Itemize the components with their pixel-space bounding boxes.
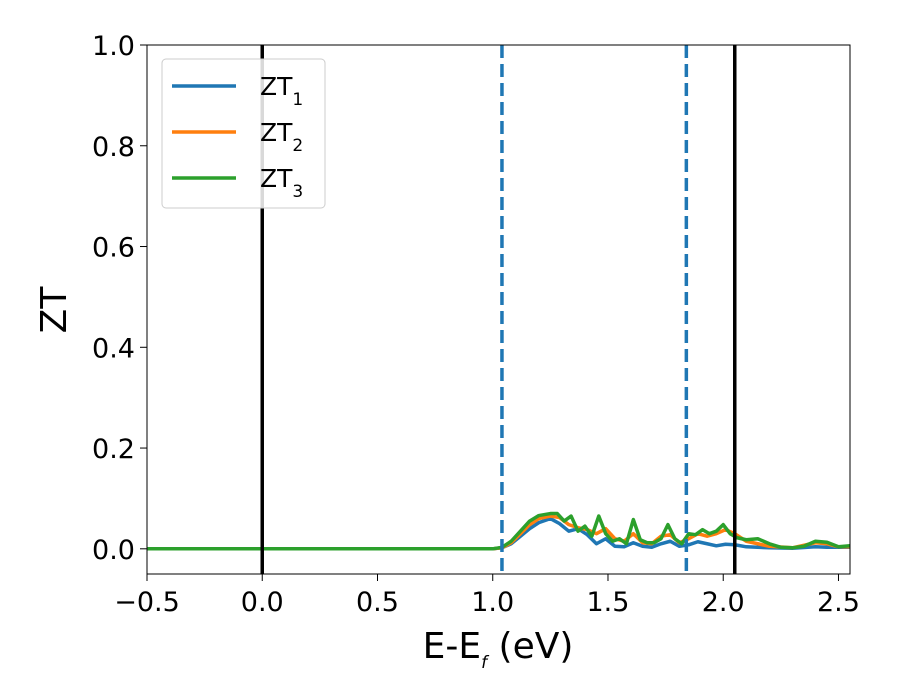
- y-axis-label: ZT: [34, 286, 75, 334]
- x-axis-label-main: E-E: [423, 626, 481, 667]
- series-line-zt2: [147, 514, 850, 551]
- x-axis-label: E-Ef (eV): [423, 626, 574, 673]
- y-tick-label: 0.4: [92, 333, 135, 364]
- x-tick-label: 0.5: [356, 587, 399, 618]
- x-tick-label: 2.0: [702, 587, 745, 618]
- legend-label-zt2: ZT2: [260, 118, 303, 156]
- y-tick-label: 0.0: [92, 535, 135, 566]
- x-tick-label: 1.0: [471, 587, 514, 618]
- legend-label-zt1: ZT1: [260, 72, 303, 110]
- x-axis-label-sub: f: [481, 653, 490, 673]
- y-tick-label: 0.6: [92, 233, 135, 264]
- legend: ZT1 ZT2 ZT3: [161, 58, 326, 209]
- x-axis-label-unit: (eV): [487, 626, 573, 667]
- series-line-zt1: [147, 516, 850, 551]
- y-tick-label: 0.8: [92, 132, 135, 163]
- series-line-zt3: [147, 511, 850, 551]
- legend-label-zt3: ZT3: [260, 164, 303, 202]
- y-tick-label: 0.2: [92, 434, 135, 465]
- x-tick-label: 2.5: [817, 587, 860, 618]
- x-tick-label: −0.5: [114, 587, 180, 618]
- x-tick-label: 0.0: [241, 587, 284, 618]
- x-tick-label: 1.5: [587, 587, 630, 618]
- y-tick-label: 1.0: [92, 31, 135, 62]
- legend-box: [161, 58, 326, 209]
- axes: −0.5 0.0 0.5 1.0 1.5 2.0 2.5 0.0 0.2 0.4 0.6 0.8 1.0: [92, 31, 860, 618]
- plot-frame: [146, 44, 851, 575]
